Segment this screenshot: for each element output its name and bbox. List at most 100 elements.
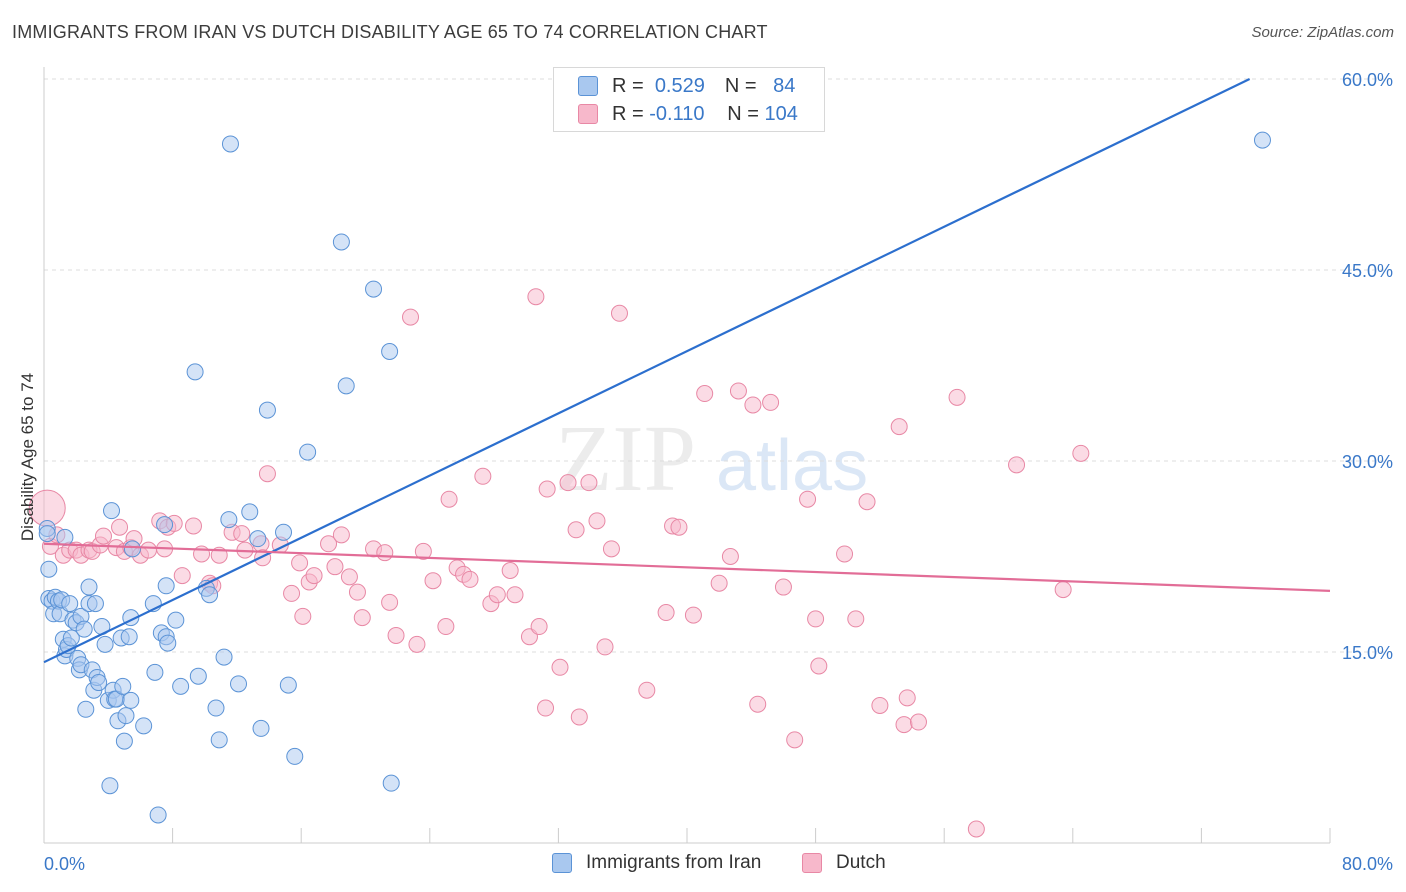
- iran-point: [221, 135, 239, 153]
- legend-r-label: R =: [612, 74, 644, 97]
- dutch-point: [684, 606, 702, 624]
- iran-point: [279, 676, 297, 694]
- dutch-point: [858, 493, 876, 511]
- iran-point: [382, 774, 400, 792]
- dutch-point: [283, 584, 301, 602]
- iran-point: [101, 777, 119, 795]
- dutch-point: [749, 695, 767, 713]
- dutch-point: [506, 586, 524, 604]
- iran-point: [40, 560, 58, 578]
- dutch-point: [353, 609, 371, 627]
- iran-point: [156, 516, 174, 534]
- legend-item-iran[interactable]: Immigrants from Iran: [552, 852, 761, 874]
- iran-point: [56, 528, 74, 546]
- dutch-point: [898, 689, 916, 707]
- legend-row-dutch: R = -0.110 N = 104: [578, 101, 798, 127]
- dutch-point: [414, 542, 432, 560]
- iran-point: [230, 675, 248, 693]
- dutch-point: [381, 593, 399, 611]
- iran-point: [77, 700, 95, 718]
- legend-item-dutch[interactable]: Dutch: [802, 852, 886, 874]
- legend-n-value: 104: [764, 102, 798, 125]
- legend-r-value: 0.529: [654, 74, 705, 97]
- dutch-point: [111, 518, 129, 536]
- legend-row-iran: R = 0.529 N = 84: [578, 73, 795, 99]
- dutch-point: [408, 635, 426, 653]
- legend-swatch-iran: [578, 76, 598, 96]
- iran-point: [381, 342, 399, 360]
- iran-point: [117, 707, 135, 725]
- iran-point: [159, 634, 177, 652]
- dutch-point: [537, 699, 555, 717]
- iran-point: [241, 503, 259, 521]
- dutch-point: [424, 572, 442, 590]
- dutch-point: [836, 545, 854, 563]
- dutch-point: [348, 583, 366, 601]
- iran-point: [80, 578, 98, 596]
- watermark-zip: ZIP: [555, 407, 696, 511]
- iran-point: [96, 635, 114, 653]
- iran-point: [337, 377, 355, 395]
- dutch-point: [807, 610, 825, 628]
- dutch-point: [501, 562, 519, 580]
- dutch-point: [233, 525, 251, 543]
- series-legend: Immigrants from Iran Dutch: [0, 852, 1406, 878]
- dutch-point: [729, 382, 747, 400]
- dutch-point: [527, 288, 545, 306]
- dutch-point: [799, 490, 817, 508]
- dutch-point: [291, 554, 309, 572]
- iran-point: [123, 540, 141, 558]
- dutch-point: [474, 467, 492, 485]
- x-tick-label: 0.0%: [44, 854, 85, 874]
- dutch-point: [596, 638, 614, 656]
- dutch-point: [762, 393, 780, 411]
- dutch-point: [570, 708, 588, 726]
- iran-trend-line: [43, 78, 1251, 664]
- dutch-point: [710, 574, 728, 592]
- dutch-point: [909, 713, 927, 731]
- legend-swatch-dutch: [802, 853, 822, 873]
- legend-n-label: N =: [724, 74, 757, 97]
- dutch-point: [744, 396, 762, 414]
- y-tick-label: 30.0%: [1342, 452, 1393, 472]
- legend-n-value: 84: [773, 74, 796, 97]
- dutch-point: [530, 618, 548, 636]
- watermark-atlas: atlas: [716, 426, 868, 506]
- iran-point: [1253, 131, 1271, 149]
- iran-point: [146, 663, 164, 681]
- iran-point: [114, 677, 132, 695]
- dutch-point: [332, 526, 350, 544]
- dutch-point: [588, 512, 606, 530]
- dutch-point: [376, 544, 394, 562]
- dutch-point: [1054, 581, 1072, 599]
- chart-source: Source: ZipAtlas.com: [1251, 24, 1394, 41]
- dutch-point: [340, 568, 358, 586]
- dutch-point: [895, 716, 913, 734]
- dutch-point: [657, 604, 675, 622]
- dutch-point: [810, 657, 828, 675]
- iran-point: [215, 648, 233, 666]
- iran-point: [286, 747, 304, 765]
- iran-point: [115, 732, 133, 750]
- dutch-point: [258, 465, 276, 483]
- legend-r-label: R =: [612, 102, 644, 125]
- dutch-point: [488, 586, 506, 604]
- iran-point: [210, 731, 228, 749]
- iran-point: [61, 595, 79, 613]
- iran-point: [189, 667, 207, 685]
- iran-point: [149, 806, 167, 824]
- dutch-point: [580, 474, 598, 492]
- dutch-point: [387, 626, 405, 644]
- dutch-point: [94, 527, 112, 545]
- dutch-point: [402, 308, 420, 326]
- dutch-point: [670, 518, 688, 536]
- legend-n-label: N =: [727, 102, 759, 125]
- iran-point: [90, 674, 108, 692]
- dutch-point: [538, 480, 556, 498]
- dutch-point: [721, 548, 739, 565]
- iran-point: [120, 628, 138, 646]
- iran-point: [365, 280, 383, 298]
- iran-point: [220, 511, 238, 529]
- dutch-point: [559, 474, 577, 492]
- dutch-point: [1072, 444, 1090, 462]
